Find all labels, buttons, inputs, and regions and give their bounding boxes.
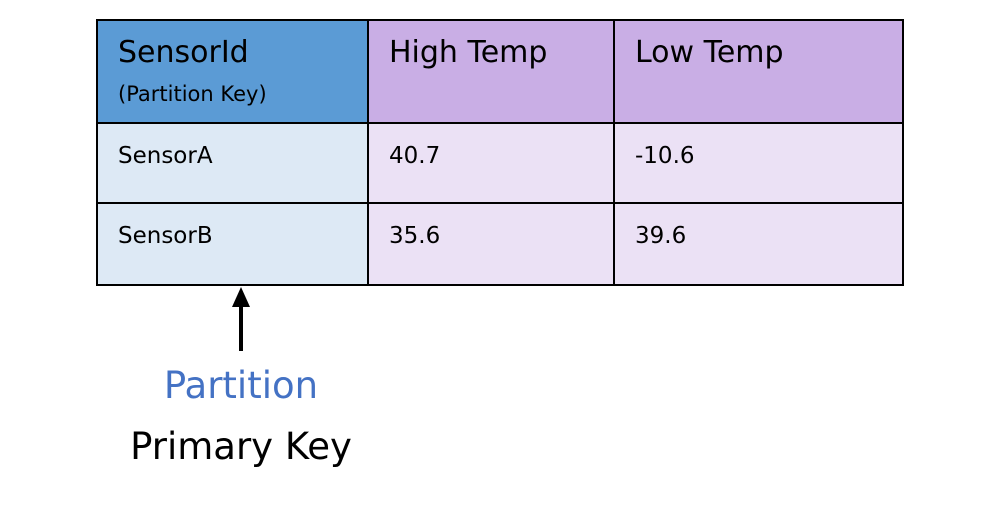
header-sensorid-label: SensorId [118,35,249,70]
header-cell-sensorid: SensorId (Partition Key) [98,21,369,124]
table-cell-sensorid: SensorA [98,124,369,204]
sensor-table: SensorId (Partition Key) High Temp Low T… [96,19,904,286]
cell-value: -10.6 [635,143,695,169]
table-cell-high-temp: 35.6 [369,204,615,284]
header-high-temp-label: High Temp [389,35,548,70]
partition-label: Partition [163,364,319,407]
header-low-temp-label: Low Temp [635,35,784,70]
up-arrow-icon [232,287,250,351]
cell-value: 40.7 [389,143,441,169]
cell-value: SensorA [118,143,213,169]
table-cell-high-temp: 40.7 [369,124,615,204]
primary-key-label: Primary Key [130,425,352,468]
table-cell-low-temp: -10.6 [615,124,902,204]
table-cell-low-temp: 39.6 [615,204,902,284]
cell-value: 39.6 [635,223,687,249]
cell-value: SensorB [118,223,213,249]
cell-value: 35.6 [389,223,441,249]
table-cell-sensorid: SensorB [98,204,369,284]
header-cell-high-temp: High Temp [369,21,615,124]
header-partition-key-note: (Partition Key) [118,82,267,106]
header-cell-low-temp: Low Temp [615,21,902,124]
